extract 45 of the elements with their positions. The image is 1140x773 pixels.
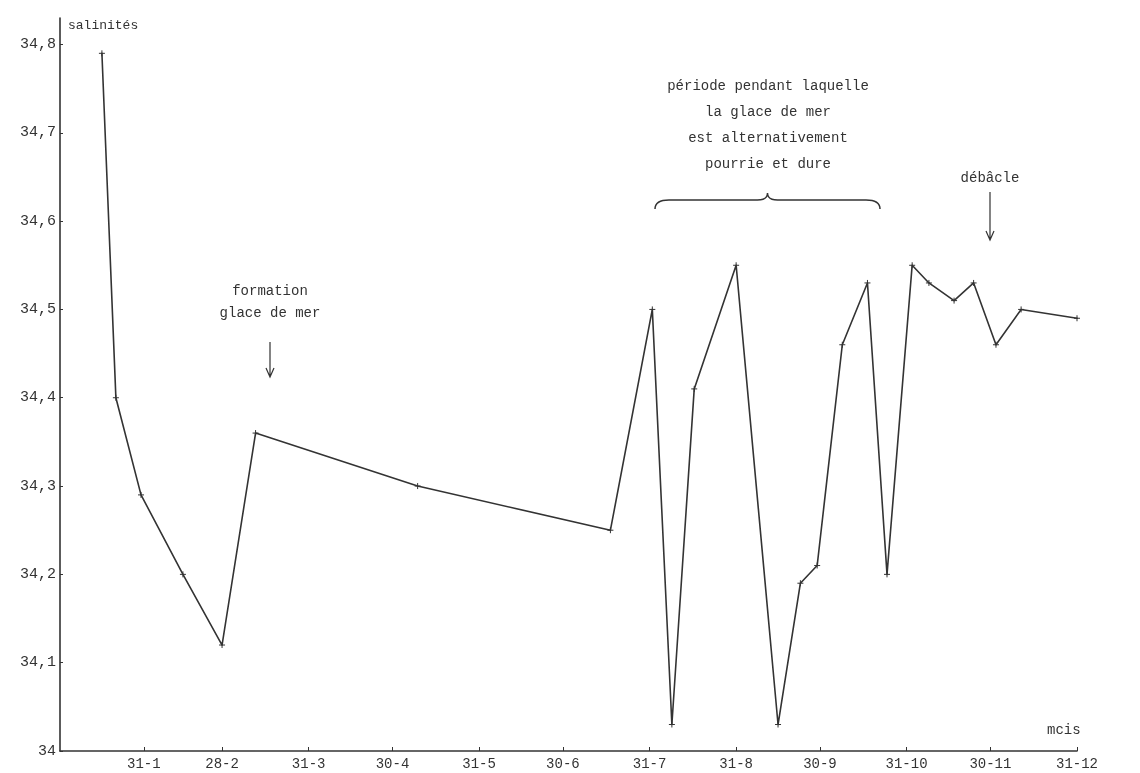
point xyxy=(796,579,804,587)
annotation: formation glace de mer xyxy=(219,283,321,321)
y-tick-label: 34 xyxy=(37,742,56,760)
y-tick-label: 34,3 xyxy=(19,477,56,495)
x-tick-label: 30-9 xyxy=(803,756,837,772)
x-tick-label: 30-4 xyxy=(375,756,410,772)
point xyxy=(908,261,916,269)
point xyxy=(690,385,698,393)
point xyxy=(774,721,782,729)
x-tick-label: 30-6 xyxy=(546,756,580,772)
x-tick-label: 28-2 xyxy=(205,756,239,772)
y-tick-label: 34,5 xyxy=(19,300,56,318)
point xyxy=(970,279,978,287)
x-tick-label: 31-7 xyxy=(632,756,667,772)
y-tick-label: 34,7 xyxy=(19,124,56,142)
x-tick-label: 30-11 xyxy=(969,756,1012,772)
x-axis-title: mcis xyxy=(1047,722,1081,738)
x-tick-label: 31-5 xyxy=(462,756,496,772)
y-tick-label: 34,1 xyxy=(19,654,56,672)
annotation: période pendant laquelle la glace de mer est alternativement pourrie et dure xyxy=(667,78,869,172)
x-tick-label: 31-1 xyxy=(127,756,161,772)
x-tick-label: 31-12 xyxy=(1055,756,1099,772)
point xyxy=(925,279,933,287)
y-tick-label: 34,8 xyxy=(19,35,56,53)
point xyxy=(838,341,846,349)
point xyxy=(218,641,226,649)
x-tick-label: 31-3 xyxy=(291,756,326,772)
point xyxy=(1017,305,1025,313)
y-tick-label: 34,6 xyxy=(19,212,56,230)
point xyxy=(950,297,958,305)
point xyxy=(606,526,614,534)
point xyxy=(252,429,260,437)
point xyxy=(179,570,187,578)
y-tick-label: 34,2 xyxy=(19,565,56,583)
y-axis-title: salinités xyxy=(68,18,139,33)
point xyxy=(813,562,821,570)
point xyxy=(414,482,422,490)
x-tick-label: 31-8 xyxy=(719,756,753,772)
y-tick-label: 34,4 xyxy=(19,389,56,407)
annotation: débâcle xyxy=(960,170,1020,186)
point xyxy=(137,491,145,499)
x-tick-label: 31-10 xyxy=(885,756,928,772)
point xyxy=(992,341,1000,349)
point xyxy=(112,394,120,402)
point xyxy=(668,721,676,729)
